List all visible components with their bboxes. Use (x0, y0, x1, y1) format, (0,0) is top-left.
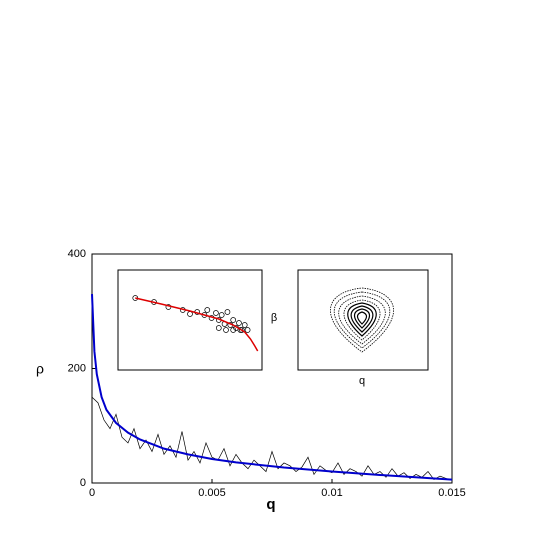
y-tick-label: 200 (68, 362, 86, 374)
scatter-point (241, 322, 248, 328)
scatter-point (237, 327, 244, 333)
phase-core (347, 302, 377, 337)
x-tick-label: 0 (89, 487, 95, 499)
scatter-point (230, 317, 237, 323)
scatter-point (236, 320, 242, 326)
y-tick-label: 0 (80, 477, 86, 489)
x-tick-label: 0.015 (438, 487, 466, 499)
scatter-point (238, 327, 245, 333)
x-tick-label: 0.01 (321, 487, 342, 499)
fit-line (135, 297, 259, 352)
y-tick-label: 400 (68, 248, 86, 260)
phase-loops (330, 287, 394, 353)
x-tick-label: 0.005 (198, 487, 226, 499)
inset-frame (117, 269, 263, 371)
scatter-point (244, 327, 251, 333)
series-line (91, 396, 453, 481)
scatter-point (223, 327, 229, 333)
inset-y-title: β (271, 312, 277, 324)
scatter-point (215, 325, 222, 331)
scatter-point (218, 312, 225, 318)
x-axis-title: q (266, 496, 275, 513)
scatter-point (230, 327, 237, 333)
inset-frame (297, 269, 429, 371)
scatter-point (204, 307, 211, 313)
y-axis-title: ρ (36, 361, 44, 377)
series-line (91, 294, 453, 481)
scatter-point (213, 310, 219, 316)
inset-x-title: q (359, 375, 365, 387)
scatter-point (224, 309, 231, 315)
plot-frame (91, 253, 453, 484)
